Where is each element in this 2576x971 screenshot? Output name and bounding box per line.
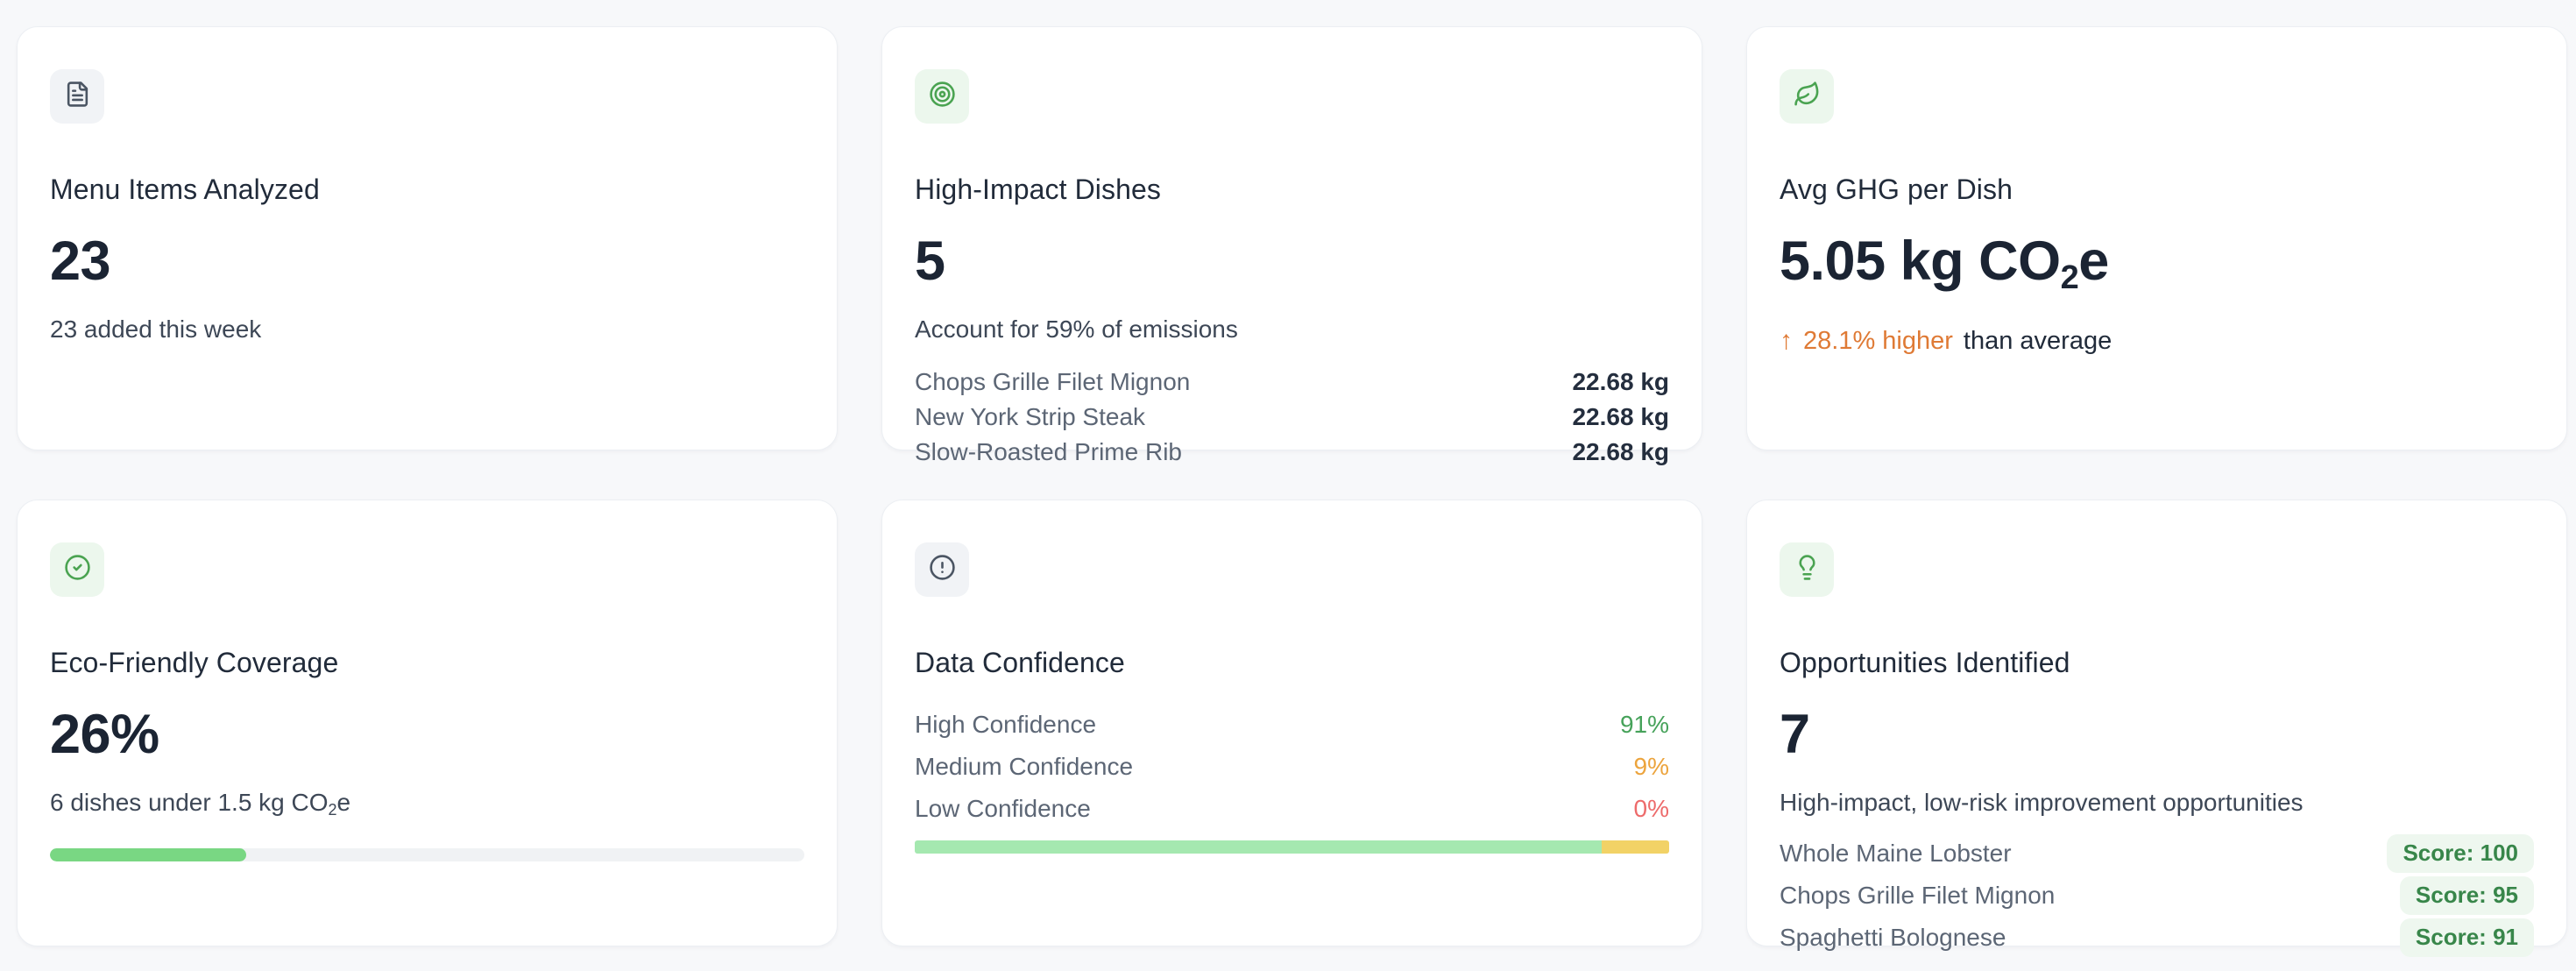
dish-name: New York Strip Steak [915,402,1146,430]
card-value: 5.05 kg CO2e [1780,232,2534,296]
card-menu-items-analyzed: Menu Items Analyzed 23 23 added this wee… [17,26,838,450]
card-subtitle: 23 added this week [50,315,262,343]
trend-indicator: ↑ 28.1% higher than average [1780,326,2534,356]
card-high-impact-dishes: High-Impact Dishes 5 Account for 59% of … [881,26,1702,465]
confidence-percent: 0% [1633,795,1669,823]
icon-tile [915,542,969,597]
dish-emission-value: 22.68 kg [1572,367,1669,395]
ghg-value-main: 5.05 kg CO [1780,230,2061,293]
coverage-progress-bar [50,847,804,861]
list-item: Spaghetti Bolognese Score: 91 [1780,917,2534,959]
confidence-stacked-bar [915,840,1669,854]
coverage-subtitle-tail: e [336,788,351,816]
ghg-value-tail: e [2078,230,2109,293]
card-subtitle: 6 dishes under 1.5 kg CO2e [50,787,804,820]
dish-emission-value: 22.68 kg [1572,402,1669,430]
card-data-confidence: Data Confidence High Confidence 91% Medi… [881,500,1702,946]
list-item: Slow-Roasted Prime Rib 22.68 kg [915,435,1669,470]
list-item: High Confidence 91% [915,704,1669,746]
alert-circle-icon [929,554,956,585]
list-item: Chops Grille Filet Mignon Score: 95 [1780,875,2534,917]
score-badge: Score: 100 [2387,833,2534,873]
card-opportunities-identified: Opportunities Identified 7 High-impact, … [1746,500,2567,957]
icon-tile [1780,69,1834,124]
lightbulb-icon [1794,554,1821,585]
confidence-list: High Confidence 91% Medium Confidence 9%… [915,704,1669,830]
card-subtitle: Account for 59% of emissions [915,315,1238,343]
list-item: Medium Confidence 9% [915,746,1669,788]
card-value: 5 [915,230,945,293]
confidence-label: Low Confidence [915,795,1091,823]
card-title: Avg GHG per Dish [1780,174,2013,205]
list-item: Whole Maine Lobster Score: 100 [1780,833,2534,875]
card-value: 23 [50,230,111,293]
dish-name: Slow-Roasted Prime Rib [915,437,1182,465]
icon-tile [50,542,104,597]
card-title: High-Impact Dishes [915,174,1162,205]
opportunity-dish-name: Chops Grille Filet Mignon [1780,881,2056,909]
coverage-progress-fill [50,847,246,861]
card-title: Data Confidence [915,647,1125,678]
confidence-bar-medium-segment [1601,840,1669,854]
opportunity-dish-name: Whole Maine Lobster [1780,839,2012,867]
leaf-icon [1794,81,1821,112]
confidence-bar-high-segment [915,840,1602,854]
card-title: Eco-Friendly Coverage [50,647,339,678]
icon-tile [1780,542,1834,597]
dish-name: Chops Grille Filet Mignon [915,367,1191,395]
co2-subscript: 2 [328,800,337,819]
icon-tile [915,69,969,124]
list-item: New York Strip Steak 22.68 kg [915,400,1669,435]
list-item: Chops Grille Filet Mignon 22.68 kg [915,365,1669,400]
target-icon [929,81,956,112]
icon-tile [50,69,104,124]
score-badge: Score: 91 [2399,918,2534,957]
card-subtitle: High-impact, low-risk improvement opport… [1780,788,2304,816]
file-text-icon [64,81,91,112]
card-eco-friendly-coverage: Eco-Friendly Coverage 26% 6 dishes under… [17,500,838,946]
score-badge: Score: 95 [2399,875,2534,915]
trend-percent: 28.1% higher [1803,326,1953,355]
opportunity-dish-name: Spaghetti Bolognese [1780,923,2006,951]
list-item: Low Confidence 0% [915,788,1669,830]
coverage-subtitle-main: 6 dishes under 1.5 kg CO [50,788,329,816]
high-impact-dish-list: Chops Grille Filet Mignon 22.68 kg New Y… [915,365,1669,470]
card-title: Menu Items Analyzed [50,174,320,205]
confidence-label: Medium Confidence [915,753,1134,781]
dish-emission-value: 22.68 kg [1572,437,1669,465]
confidence-label: High Confidence [915,711,1097,739]
co2-subscript: 2 [2060,259,2079,297]
opportunity-list: Whole Maine Lobster Score: 100 Chops Gri… [1780,833,2534,959]
card-value: 26% [50,704,159,766]
trend-caption: than average [1963,326,2112,355]
check-circle-icon [64,554,91,585]
confidence-percent: 91% [1619,711,1669,739]
card-value: 7 [1780,704,1810,766]
arrow-up-icon: ↑ [1780,326,1793,356]
card-avg-ghg-per-dish: Avg GHG per Dish 5.05 kg CO2e ↑ 28.1% hi… [1746,26,2567,450]
card-title: Opportunities Identified [1780,647,2070,678]
confidence-percent: 9% [1633,753,1669,781]
